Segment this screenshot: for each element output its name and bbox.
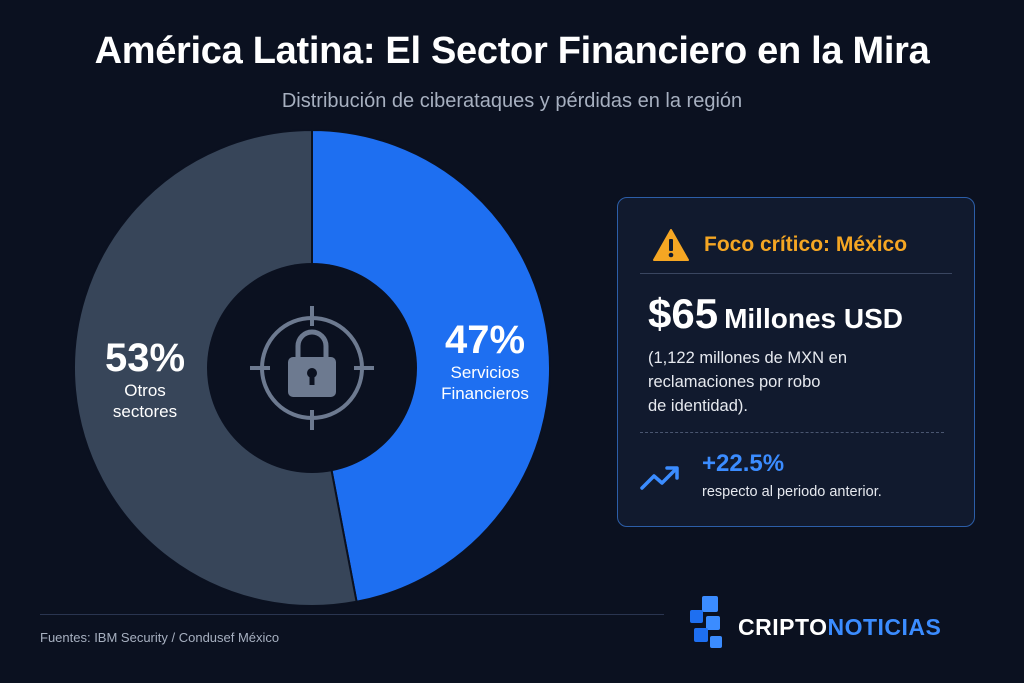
loss-amount-unit: Millones USD xyxy=(724,303,903,334)
slice-label-otros-sectores: 53% Otros sectores xyxy=(80,336,210,422)
donut-chart xyxy=(73,128,551,607)
page-title: América Latina: El Sector Financiero en … xyxy=(94,30,930,72)
growth-value: +22.5% xyxy=(702,450,785,477)
slice-servicios-financieros xyxy=(311,128,551,603)
trending-up-icon xyxy=(640,466,679,490)
slice-name-otros-line2: sectores xyxy=(112,402,178,421)
slice-label-servicios-financieros: 47% Servicios Financieros xyxy=(410,318,560,404)
slice-value-otros-sectores: 53% xyxy=(104,336,186,380)
loss-amount-note: (1,122 millones de MXN en reclamaciones … xyxy=(648,349,848,415)
card-header: Foco crítico: México xyxy=(652,228,907,262)
page-subtitle: Distribución de ciberataques y pérdidas … xyxy=(281,90,743,112)
card-title: Foco crítico: México xyxy=(704,233,908,256)
brand-logo-text: CRIPTONOTICIAS xyxy=(738,614,941,641)
mexico-focus-card: Foco crítico: México $65 Millones USD (1,… xyxy=(617,197,975,527)
sources-text: Fuentes: IBM Security / Condusef México xyxy=(40,630,280,645)
card-dashed-divider xyxy=(640,432,944,433)
criptonoticias-logo-icon xyxy=(690,596,722,648)
warning-icon xyxy=(653,229,689,261)
padlock-crosshair-icon xyxy=(250,306,374,430)
card-divider xyxy=(640,273,952,274)
slice-name-fin-line2: Financieros xyxy=(441,384,529,403)
footer-divider xyxy=(40,614,664,615)
slice-name-fin-line1: Servicios xyxy=(450,363,520,382)
loss-amount-value: $65 xyxy=(648,290,719,337)
growth-note: respecto al periodo anterior. xyxy=(702,484,882,500)
brand-part-noticias: NOTICIAS xyxy=(827,614,942,640)
loss-amount: $65 Millones USD xyxy=(648,290,903,338)
slice-value-servicios-financieros: 47% xyxy=(444,318,526,362)
slice-name-otros-line1: Otros xyxy=(124,381,166,400)
brand-part-cripto: CRIPTO xyxy=(738,614,828,640)
